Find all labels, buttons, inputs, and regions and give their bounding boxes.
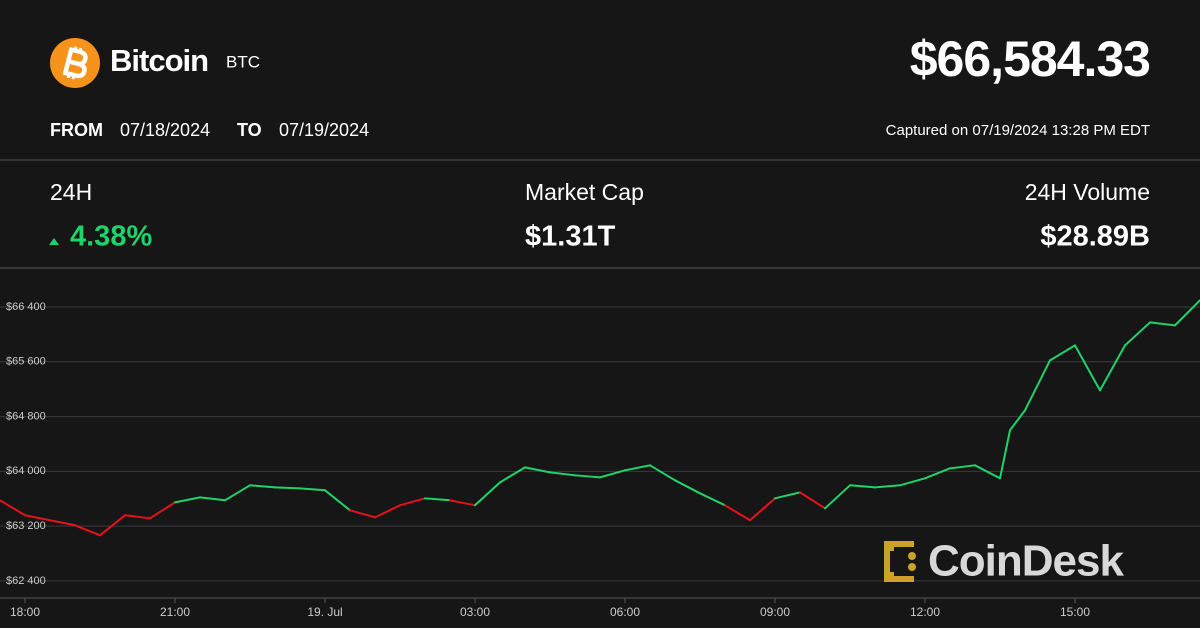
stat-value: $1.31T	[525, 221, 616, 253]
x-tick-label: 12:00	[910, 605, 940, 619]
price-line-segment	[324, 489, 351, 512]
price-line-segment	[924, 467, 951, 480]
price-line-segment	[674, 479, 701, 495]
price-line-segment	[374, 504, 401, 519]
stat-label: 24H	[50, 179, 92, 205]
price-line-segment	[1074, 344, 1101, 392]
price-line-segment	[474, 481, 501, 507]
y-tick-label: $63 200	[6, 520, 46, 532]
x-tick-label: 06:00	[610, 605, 640, 619]
y-tick-label: $65 600	[6, 356, 46, 368]
price-line-segment	[749, 497, 776, 522]
price-line-segment	[699, 492, 726, 507]
price-line-segment	[724, 504, 751, 522]
price: $66,584.33	[910, 31, 1150, 87]
price-line-segment	[449, 499, 476, 507]
price-line-segment	[1024, 359, 1051, 412]
captured: Captured on 07/19/2024 13:28 PM EDT	[886, 122, 1150, 139]
price-line-segment	[199, 496, 226, 502]
price-line-segment	[74, 524, 101, 537]
price-line-segment	[99, 514, 126, 537]
price-line-segment	[949, 464, 976, 470]
price-line-segment	[349, 509, 376, 519]
x-tick-label: 21:00	[160, 605, 190, 619]
price-line-segment	[974, 464, 1001, 480]
price-line-segment	[874, 484, 901, 489]
price-line-segment	[1124, 321, 1151, 347]
price-line-segment	[1009, 409, 1026, 432]
y-tick-label: $64 000	[6, 465, 46, 477]
stat-value: $28.89B	[1040, 221, 1150, 253]
price-line-segment	[149, 501, 176, 520]
coin-name: Bitcoin	[110, 43, 208, 78]
price-line-segment	[574, 474, 601, 479]
from-date: 07/18/2024	[120, 120, 210, 140]
price-line-segment	[1099, 344, 1126, 392]
y-tick-label: $64 800	[6, 410, 46, 422]
price-line-segment	[0, 499, 26, 517]
x-tick-label: 15:00	[1060, 605, 1090, 619]
price-line-segment	[399, 497, 426, 507]
price-line-segment	[24, 514, 51, 522]
price-line-segment	[274, 486, 301, 490]
price-line-segment	[249, 484, 276, 489]
watermark: CoinDesk	[928, 537, 1124, 586]
x-tick-label: 09:00	[760, 605, 790, 619]
to-label: TO	[237, 120, 262, 140]
price-line-segment	[999, 429, 1011, 480]
price-line-segment	[649, 464, 676, 482]
price-line-segment	[124, 514, 151, 520]
price-line-segment	[774, 491, 801, 500]
stat-value: 4.38%	[70, 221, 152, 253]
price-line-segment	[224, 484, 251, 502]
y-tick-label: $62 400	[6, 575, 46, 587]
price-line-segment	[799, 491, 826, 510]
price-line-segment	[849, 484, 876, 489]
to-date: 07/19/2024	[279, 120, 369, 140]
coindesk-icon	[884, 541, 916, 582]
price-line-segment	[824, 484, 851, 510]
price-line-segment	[1049, 344, 1076, 362]
price-line-segment	[624, 464, 651, 472]
x-tick-label: 18:00	[10, 605, 40, 619]
stat-label: 24H Volume	[1025, 179, 1150, 205]
price-line-segment	[899, 477, 926, 487]
price-line-segment	[549, 471, 576, 477]
x-tick-label: 19. Jul	[307, 605, 342, 619]
bitcoin-logo	[50, 38, 100, 88]
price-line-segment	[174, 496, 201, 504]
coin-symbol: BTC	[226, 52, 260, 71]
price-line-segment	[1149, 321, 1176, 327]
price-line-segment	[424, 497, 451, 502]
from-label: FROM	[50, 120, 103, 140]
price-line-segment	[1174, 299, 1200, 327]
y-tick-label: $66 400	[6, 301, 46, 313]
stat-label: Market Cap	[525, 179, 644, 205]
x-tick-label: 03:00	[460, 605, 490, 619]
price-line-segment	[599, 469, 626, 479]
price-line-segment	[299, 487, 326, 492]
up-arrow	[49, 238, 59, 245]
price-line-segment	[49, 519, 76, 527]
price-line-segment	[499, 466, 526, 484]
price-line-segment	[524, 466, 551, 474]
